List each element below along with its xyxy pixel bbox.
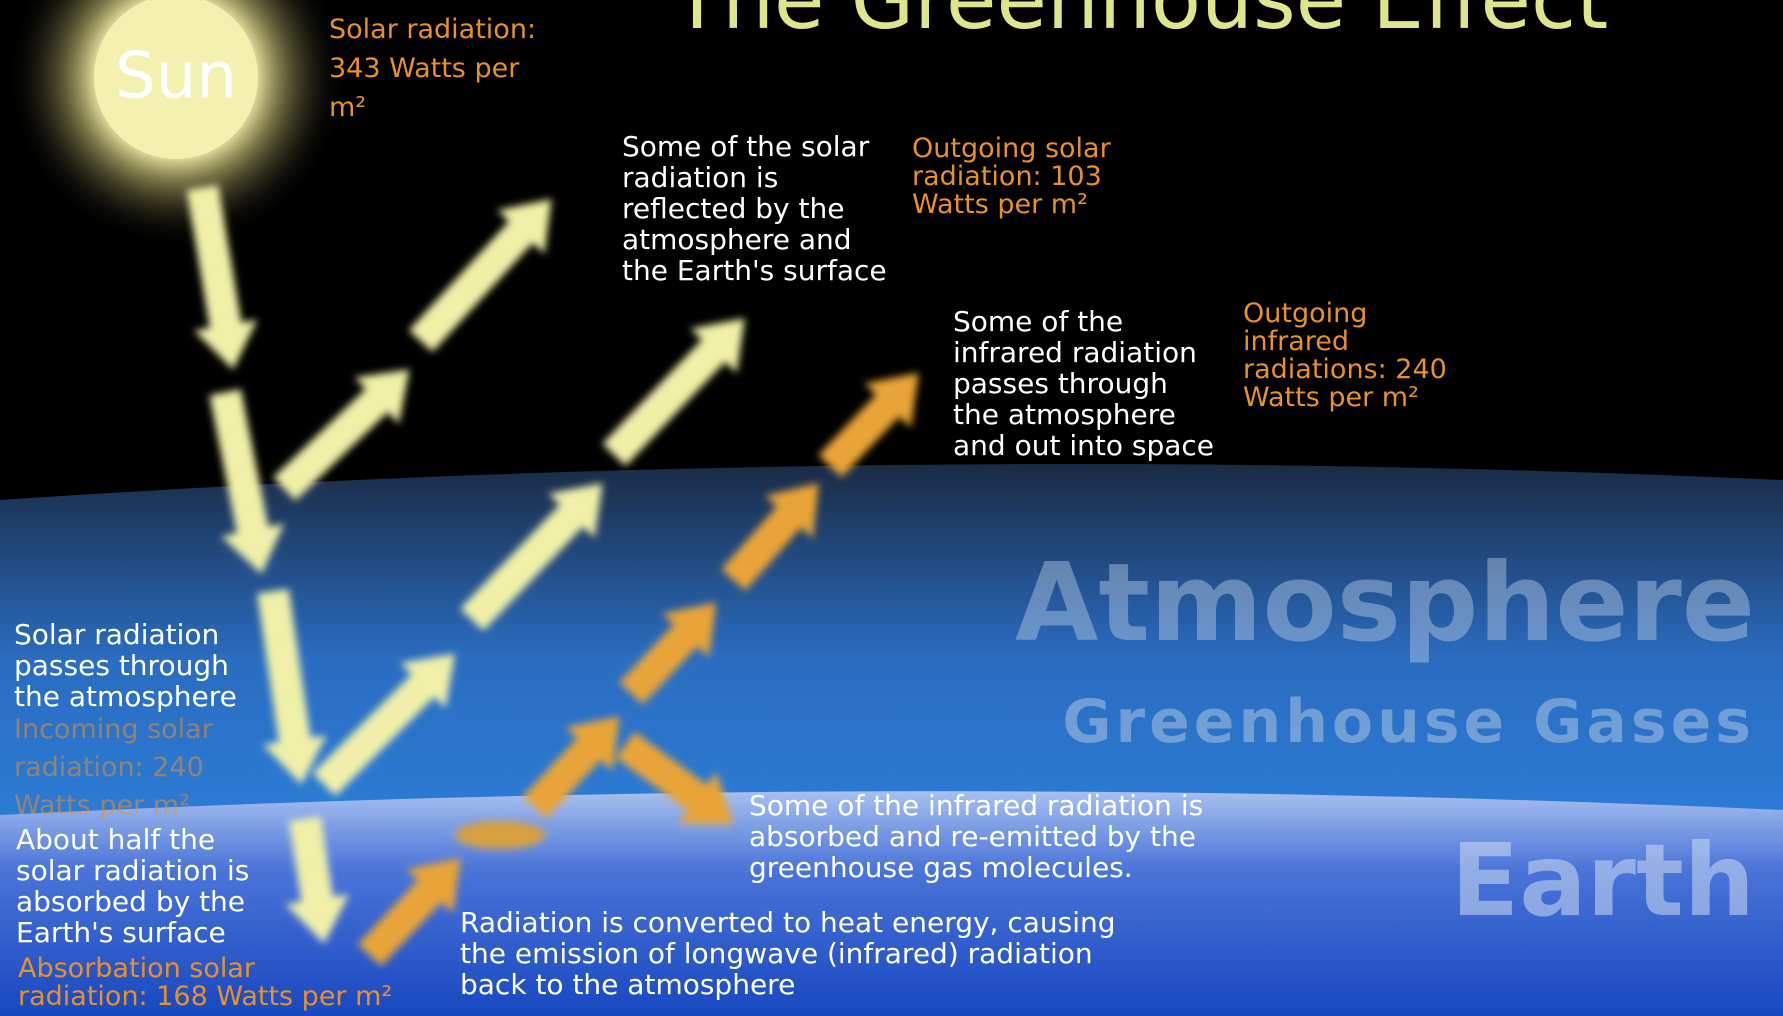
label-line: atmosphere and [622,223,852,256]
label-line: infrared [1243,326,1349,357]
label-line: m² [329,92,366,123]
zone-earth: Earth [1451,822,1755,939]
label-incoming-solar: Incoming solar radiation: 240 Watts per m² [14,714,214,821]
label-line: Some of the infrared radiation is [749,789,1203,822]
title: The Greenhouse Effect [671,0,1608,48]
label-line: absorbed by the [16,885,245,918]
label-line: radiation: 168 Watts per m² [18,981,392,1012]
diagram: Sun The Greenhouse Effect Atmosphere Gre… [0,0,1783,1016]
zone-atmosphere: Atmosphere [1015,541,1755,666]
label-line: Watts per m² [1243,382,1419,413]
label-line: Some of the solar [622,130,870,163]
label-line: greenhouse gas molecules. [749,851,1133,884]
label-line: passes through [14,649,229,682]
sun-label: Sun [115,40,237,114]
label-line: 343 Watts per [329,53,520,84]
label-line: About half the [16,823,215,856]
label-line: the atmosphere [14,680,237,713]
label-line: solar radiation is [16,854,249,887]
label-line: the Earth's surface [622,254,887,287]
label-line: Absorbation solar [18,953,256,984]
label-line: Incoming solar [14,714,214,745]
label-line: radiations: 240 [1243,354,1447,385]
label-line: Outgoing [1243,298,1367,329]
label-line: infrared radiation [953,336,1197,369]
emission-spot [455,821,545,849]
label-line: Outgoing solar [912,133,1112,164]
label-line: back to the atmosphere [460,968,795,1001]
label-line: passes through [953,367,1168,400]
label-line: and out into space [953,429,1214,462]
zone-greenhouse: Greenhouse Gases [1062,687,1755,757]
label-line: absorbed and re-emitted by the [749,820,1196,853]
label-line: the emission of longwave (infrared) radi… [460,937,1093,970]
label-line: radiation is [622,161,778,194]
label-line: Solar radiation [14,618,219,651]
label-line: Solar radiation: [329,14,536,45]
label-line: Earth's surface [16,916,226,949]
label-line: Watts per m² [14,790,190,821]
label-line: Radiation is converted to heat energy, c… [460,906,1116,939]
label-line: radiation: 103 [912,161,1102,192]
label-line: Watts per m² [912,189,1088,220]
label-line: radiation: 240 [14,752,204,783]
label-line: the atmosphere [953,398,1176,431]
label-line: reflected by the [622,192,844,225]
label-line: Some of the [953,305,1123,338]
